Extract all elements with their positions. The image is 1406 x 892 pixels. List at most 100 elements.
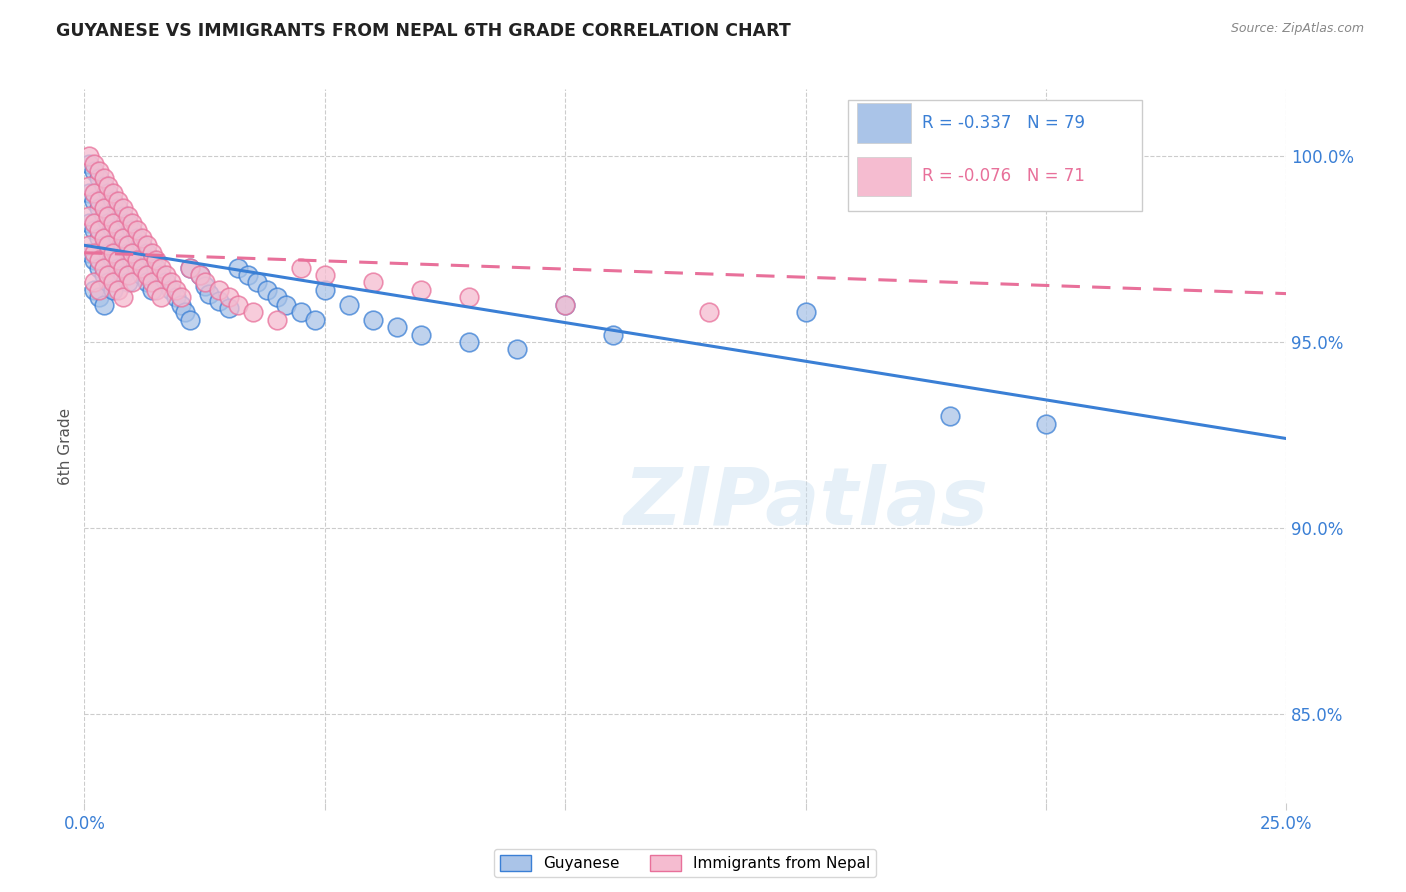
Point (107, 223, 129, 237)
Polygon shape (848, 100, 1142, 211)
Point (107, 201, 129, 215)
Point (131, 260, 153, 275)
Point (111, 260, 134, 275)
Point (87, 223, 110, 237)
Point (127, 223, 149, 237)
Point (226, 298, 249, 312)
Point (83, 283, 105, 297)
Point (87, 283, 110, 297)
Point (97, 209, 120, 223)
Point (87, 290, 110, 304)
Point (121, 276, 143, 290)
Point (83, 216, 105, 230)
Point (117, 245, 139, 260)
Point (141, 283, 163, 297)
Point (150, 290, 173, 304)
Point (117, 276, 139, 290)
Y-axis label: 6th Grade: 6th Grade (58, 408, 73, 484)
Point (602, 327, 624, 342)
Point (242, 305, 264, 319)
Point (208, 283, 231, 297)
Point (83, 276, 105, 290)
Point (117, 209, 139, 223)
Point (97, 186, 120, 201)
Point (77, 245, 100, 260)
Point (226, 260, 249, 275)
Point (276, 298, 298, 312)
Point (97, 245, 120, 260)
Point (111, 231, 134, 245)
Text: R = -0.076   N = 71: R = -0.076 N = 71 (922, 168, 1085, 186)
Point (93, 171, 115, 186)
Point (77, 156, 100, 170)
Point (385, 320, 408, 334)
Point (77, 149, 100, 163)
Point (458, 334, 481, 349)
Legend: Guyanese, Immigrants from Nepal: Guyanese, Immigrants from Nepal (495, 849, 876, 877)
Point (169, 298, 191, 312)
Point (83, 156, 105, 170)
Point (141, 276, 163, 290)
Point (97, 276, 120, 290)
Point (93, 201, 115, 215)
Point (93, 209, 115, 223)
Point (304, 312, 326, 326)
Point (194, 279, 217, 293)
Point (121, 245, 143, 260)
Point (150, 268, 173, 282)
Point (83, 164, 105, 178)
Point (939, 409, 962, 424)
Point (218, 290, 240, 304)
Point (256, 283, 278, 297)
Point (103, 253, 125, 268)
Point (117, 238, 139, 252)
Point (290, 260, 312, 275)
Point (554, 298, 576, 312)
Point (121, 253, 143, 268)
Point (117, 216, 139, 230)
Point (127, 231, 149, 245)
Point (83, 223, 105, 237)
Point (77, 178, 100, 193)
Point (135, 276, 157, 290)
Point (127, 253, 149, 268)
Point (87, 260, 110, 275)
Point (179, 260, 201, 275)
Point (107, 231, 129, 245)
Point (103, 276, 125, 290)
Point (145, 283, 167, 297)
Point (135, 238, 157, 252)
Point (290, 305, 312, 319)
Point (155, 268, 177, 282)
Point (135, 268, 157, 282)
Point (83, 194, 105, 208)
Point (314, 283, 336, 297)
Point (165, 290, 187, 304)
Point (131, 268, 153, 282)
Point (103, 223, 125, 237)
Point (111, 238, 134, 252)
Text: Source: ZipAtlas.com: Source: ZipAtlas.com (1230, 22, 1364, 36)
Point (111, 201, 134, 215)
Point (165, 283, 187, 297)
Point (121, 223, 143, 237)
Point (699, 305, 721, 319)
Point (77, 209, 100, 223)
Point (107, 260, 129, 275)
Point (409, 327, 432, 342)
Point (87, 164, 110, 178)
Point (103, 283, 125, 297)
Point (131, 238, 153, 252)
Point (314, 268, 336, 282)
Point (111, 268, 134, 282)
Point (103, 194, 125, 208)
Point (179, 260, 201, 275)
Point (169, 290, 191, 304)
Point (93, 238, 115, 252)
Point (121, 216, 143, 230)
Point (97, 216, 120, 230)
Point (155, 276, 177, 290)
Point (141, 253, 163, 268)
Point (93, 268, 115, 282)
Point (77, 216, 100, 230)
